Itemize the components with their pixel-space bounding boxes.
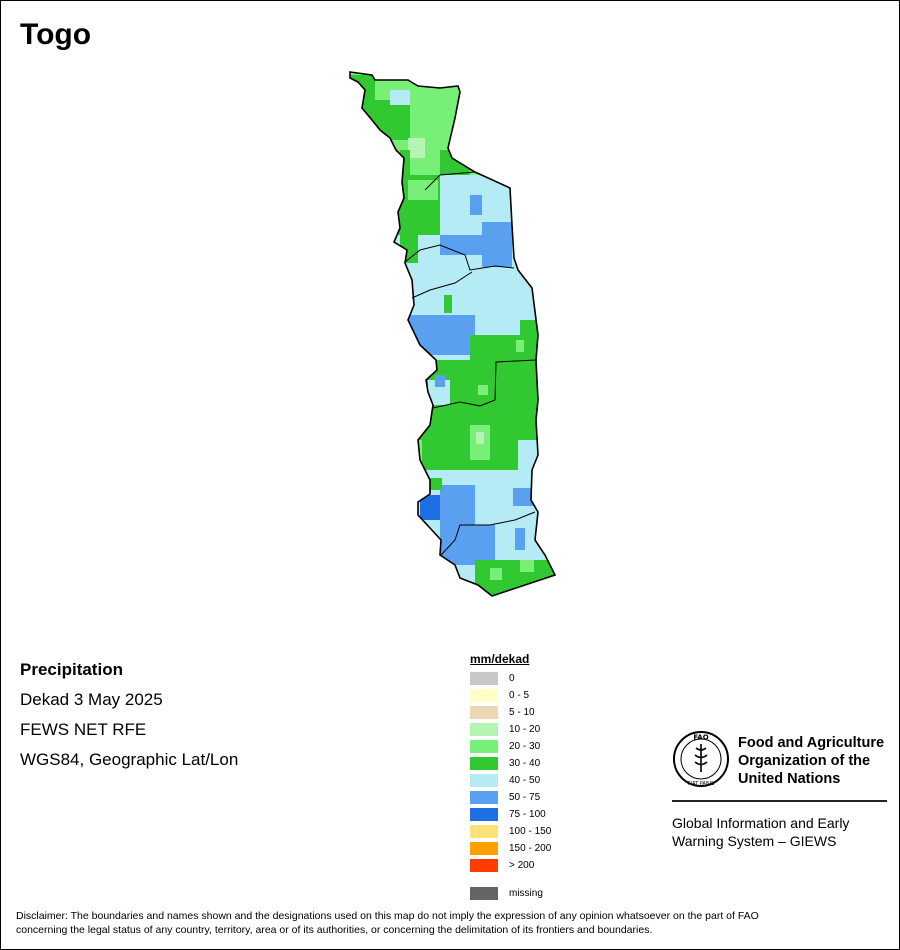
- legend-swatch: [470, 791, 498, 804]
- region-boundary: [440, 511, 536, 556]
- legend-item: 5 - 10: [470, 704, 551, 721]
- legend-label: 0 - 5: [509, 690, 530, 701]
- region-boundary: [424, 171, 476, 191]
- rain-cell: [520, 560, 534, 572]
- rain-cell: [390, 90, 410, 105]
- map-info: Precipitation Dekad 3 May 2025 FEWS NET …: [20, 655, 238, 775]
- rain-cell: [350, 175, 555, 245]
- rain-cell: [440, 485, 475, 525]
- legend-item: 10 - 20: [470, 721, 551, 738]
- giews-line: Global Information and Early: [672, 815, 850, 831]
- disclaimer-line: concerning the legal status of any count…: [16, 924, 653, 936]
- disclaimer: Disclaimer: The boundaries and names sho…: [16, 909, 886, 937]
- giews-name: Global Information and Early Warning Sys…: [672, 814, 892, 850]
- fao-org-line: Food and Agriculture: [738, 735, 885, 751]
- legend-item: 150 - 200: [470, 840, 551, 857]
- legend-label: missing: [509, 888, 543, 899]
- legend-item: 0 - 5: [470, 687, 551, 704]
- legend-label: 20 - 30: [509, 741, 541, 752]
- region-boundary: [432, 359, 537, 409]
- rain-cell: [408, 180, 438, 200]
- legend-item-missing: missing: [470, 885, 551, 902]
- legend-label: 100 - 150: [509, 826, 552, 837]
- rain-cell: [513, 488, 535, 506]
- legend-swatch: [470, 672, 498, 685]
- rain-cell: [444, 295, 452, 313]
- legend-label: 75 - 100: [509, 809, 546, 820]
- rain-cell: [516, 340, 524, 352]
- rain-cell: [430, 478, 442, 490]
- rain-cell: [400, 228, 418, 263]
- rain-cell: [515, 528, 525, 550]
- info-projection: WGS84, Geographic Lat/Lon: [20, 750, 239, 769]
- info-heading: Precipitation: [20, 660, 123, 679]
- info-period: Dekad 3 May 2025: [20, 690, 163, 709]
- legend-label: > 200: [509, 860, 535, 871]
- legend-swatch: [470, 887, 498, 900]
- legend-item: 50 - 75: [470, 789, 551, 806]
- legend-swatch: [470, 825, 498, 838]
- legend-label: 30 - 40: [509, 758, 541, 769]
- fao-org-name: Food and Agriculture Organization of the…: [738, 734, 898, 788]
- rain-cell: [440, 525, 495, 565]
- rain-cell: [400, 315, 475, 355]
- legend-item: 30 - 40: [470, 755, 551, 772]
- disclaimer-line: Disclaimer: The boundaries and names sho…: [16, 910, 759, 922]
- rain-cell: [470, 195, 482, 215]
- legend-item: 0: [470, 670, 551, 687]
- rain-cell: [475, 560, 555, 596]
- legend-label: 150 - 200: [509, 843, 552, 854]
- rain-cell: [478, 385, 488, 395]
- legend: mm/dekad 0 0 - 5 5 - 10 10 - 20 20 - 30 30 - …: [470, 652, 551, 902]
- legend-item: 75 - 100: [470, 806, 551, 823]
- rain-cell: [435, 375, 445, 387]
- legend-item: 20 - 30: [470, 738, 551, 755]
- legend-swatch: [470, 689, 498, 702]
- legend-label: 5 - 10: [509, 707, 535, 718]
- region-boundary: [411, 271, 473, 299]
- rain-cell: [482, 222, 512, 267]
- rain-cell: [375, 100, 410, 140]
- legend-label: 40 - 50: [509, 775, 541, 786]
- legend-swatch: [470, 859, 498, 872]
- rain-cell: [490, 568, 502, 580]
- togo-precipitation-map: [349, 71, 556, 597]
- legend-title: mm/dekad: [470, 652, 530, 666]
- fao-org-line: United Nations: [738, 771, 841, 787]
- legend-swatch: [470, 757, 498, 770]
- fao-logo: FAO FIAT PANIS: [673, 731, 729, 787]
- fao-org-line: Organization of the: [738, 753, 871, 769]
- rain-cell: [400, 150, 410, 180]
- rain-cell: [408, 138, 425, 158]
- fao-logo-letters: FAO: [693, 734, 708, 742]
- legend-item: 100 - 150: [470, 823, 551, 840]
- legend-rows: 0 0 - 5 5 - 10 10 - 20 20 - 30 30 - 40 40 - 50…: [470, 670, 551, 874]
- divider: [672, 800, 887, 802]
- rain-cell: [476, 432, 484, 444]
- legend-swatch: [470, 842, 498, 855]
- rain-cell: [520, 320, 540, 340]
- rain-cell: [350, 360, 555, 410]
- legend-swatch: [470, 808, 498, 821]
- info-source: FEWS NET RFE: [20, 720, 147, 739]
- fao-branding: FAO FIAT PANIS Food and Agriculture Orga…: [672, 730, 887, 849]
- legend-item: > 200: [470, 857, 551, 874]
- legend-label: 50 - 75: [509, 792, 541, 803]
- legend-swatch: [470, 740, 498, 753]
- legend-swatch: [470, 774, 498, 787]
- legend-swatch: [470, 723, 498, 736]
- map-title: Togo: [20, 18, 92, 51]
- region-boundary: [404, 244, 515, 271]
- legend-swatch: [470, 706, 498, 719]
- giews-line: Warning System – GIEWS: [672, 833, 837, 849]
- rain-cell: [428, 380, 450, 410]
- legend-label: 10 - 20: [509, 724, 541, 735]
- legend-item: 40 - 50: [470, 772, 551, 789]
- fao-logo-motto: FIAT PANIS: [688, 781, 715, 787]
- rain-cell: [420, 495, 440, 520]
- legend-label: 0: [509, 673, 515, 684]
